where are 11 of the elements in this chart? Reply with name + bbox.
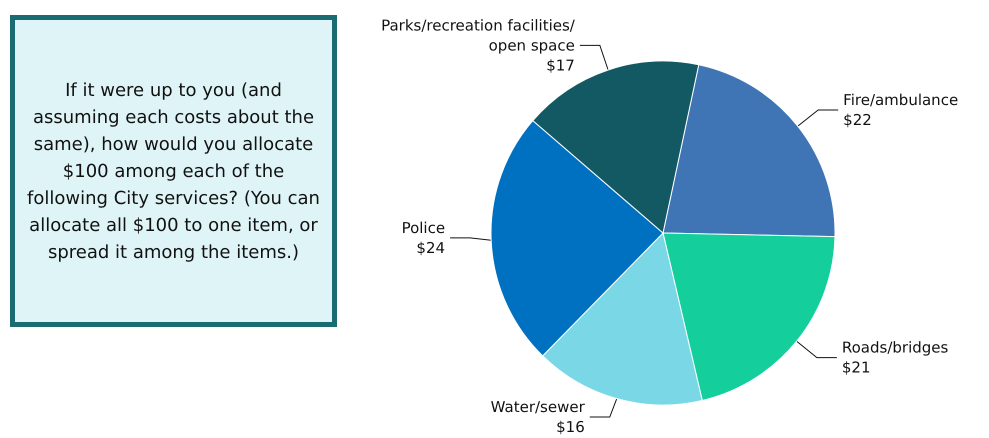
data-label: $16 bbox=[556, 418, 585, 436]
slice-label: Police bbox=[402, 218, 446, 237]
data-label: $22 bbox=[843, 111, 872, 130]
slice-label: Fire/ambulance bbox=[843, 91, 958, 110]
text: If it were up to you (and assuming each costs about the same), how would you allocate $100 among each of the following City services? (You can allocate all $100 to one item, or spread it among the items.) bbox=[10, 15, 337, 327]
data-label: $24 bbox=[416, 238, 446, 257]
data-label: $21 bbox=[842, 358, 871, 377]
slice-label: Parks/recreation facilities/open space bbox=[381, 16, 576, 54]
slice-label: Water/sewer bbox=[490, 398, 586, 416]
data-label: $17 bbox=[546, 56, 575, 74]
slice-label: Roads/bridges bbox=[842, 338, 949, 357]
